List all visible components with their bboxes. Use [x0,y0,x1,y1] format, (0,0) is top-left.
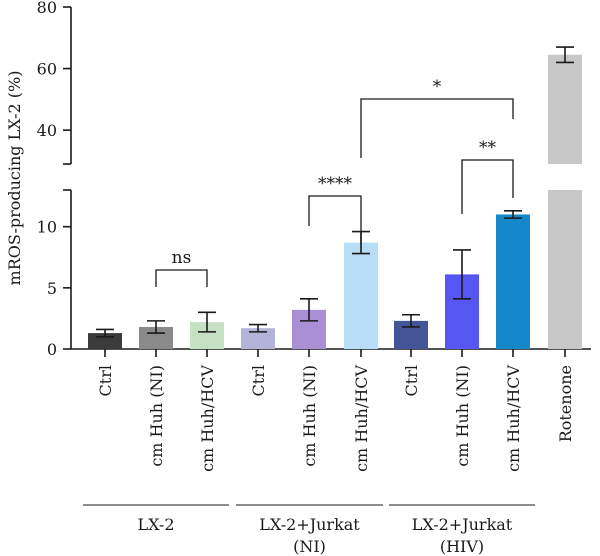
category-label: cm Huh (NI) [147,365,166,467]
significance-bracket [308,195,362,244]
error-bars [96,46,574,338]
category-label: Ctrl [402,365,421,396]
significance-label: * [433,77,442,97]
bar-lower-part [548,190,582,349]
category-label: cm Huh/HCV [198,365,217,472]
y-tick-label: 40 [37,121,57,140]
category-label: Ctrl [249,365,268,396]
significance-label: ns [172,248,192,268]
group-label: LX-2+Jurkat [259,515,360,534]
significance-bracket [461,159,514,214]
bar [344,242,378,349]
y-tick-label: 60 [37,60,57,79]
group-label: LX-2 [137,515,174,534]
category-labels: Ctrl cm Huh (NI) cm Huh/HCV Ctrl cm Huh (NI)… [96,349,575,472]
y-axis-title: mROS-producing LX-2 (%) [5,71,24,286]
significance-label: ** [479,138,497,158]
group-label: LX-2+Jurkat [412,515,513,534]
category-label: cm Huh/HCV [352,365,371,472]
significance-bracket [360,98,514,158]
group-label: (NI) [293,537,326,556]
category-label: cm Huh/HCV [504,365,523,472]
significance-label: **** [318,174,353,194]
category-label: cm Huh (NI) [300,365,319,467]
significance-bracket [155,269,208,287]
y-tick-label: 10 [37,218,57,237]
y-tick-label: 80 [37,0,57,17]
bar-upper-part [548,54,582,165]
bar [496,214,530,349]
significance-brackets: ns******* [155,77,514,287]
group-labels: LX-2 LX-2+Jurkat (NI) LX-2+Jurkat (HIV) [83,504,535,556]
category-label: Ctrl [96,365,115,396]
y-tick-label: 0 [47,340,57,359]
category-label: cm Huh (NI) [453,365,472,467]
y-tick-label: 5 [47,279,57,298]
group-label: (HIV) [440,537,484,556]
category-label: Rotenone [556,365,575,442]
bar [241,328,275,349]
